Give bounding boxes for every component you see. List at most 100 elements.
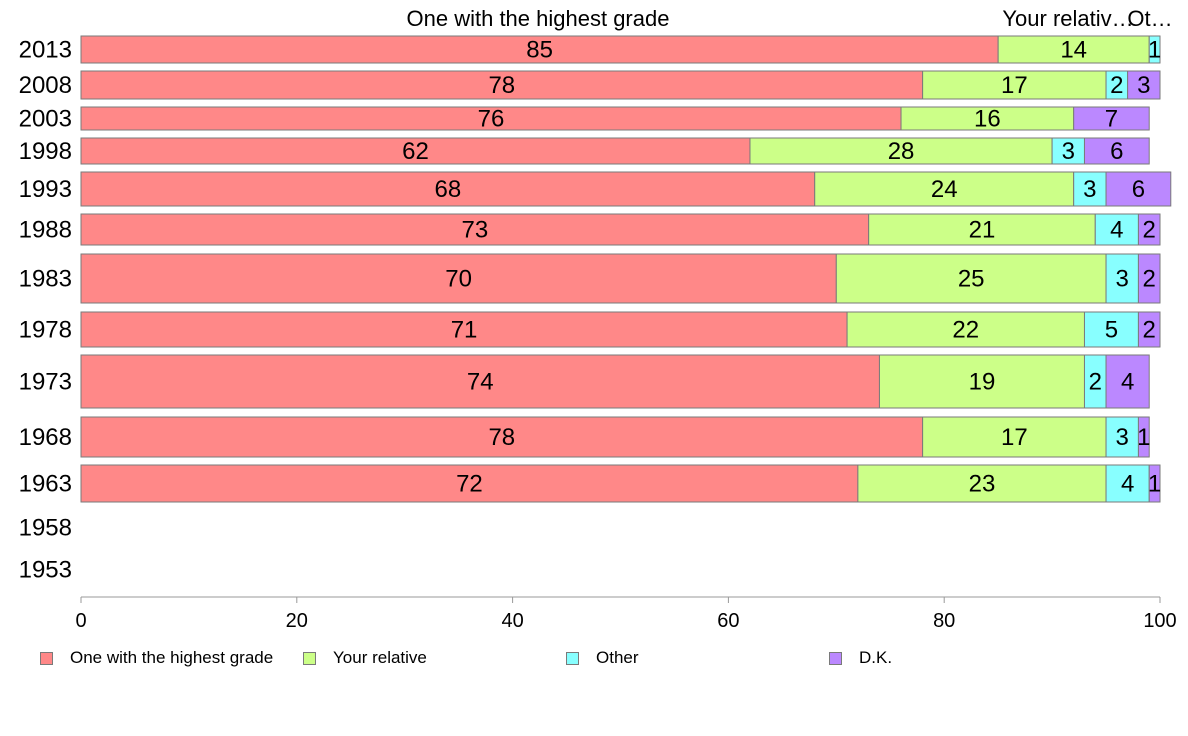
header-label: Your relativ… [1002,6,1133,31]
data-label: 78 [488,72,515,99]
bar-segment [1148,35,1161,64]
category-label: 1983 [19,266,72,293]
data-label: 17 [1001,72,1028,99]
legend-label-your-relative: Your relative [333,648,427,667]
header-label: One with the highest grade [407,6,670,31]
x-tick-label: 100 [1143,610,1176,632]
category-label: 1998 [19,138,72,165]
data-label: 4 [1121,471,1134,498]
data-label: 72 [456,471,483,498]
data-label: 62 [402,138,429,165]
data-label: 2 [1143,266,1156,293]
bar-segment [80,213,870,246]
bar-segment [80,354,880,409]
bar-segment [80,416,924,458]
data-label: 2 [1143,217,1156,244]
data-label: 21 [969,217,996,244]
category-label: 1988 [19,217,72,244]
bar-segment [1073,106,1150,131]
data-label: 16 [974,106,1001,133]
data-label: 23 [969,471,996,498]
bar-segment [80,35,999,64]
bar-segment [1094,213,1139,246]
data-label: 3 [1083,176,1096,203]
data-label: 74 [467,369,494,396]
bar-segment [1083,311,1139,348]
data-label: 22 [952,317,979,344]
bar-segment [749,137,1053,165]
bar-segment [922,416,1107,458]
legend-label-other: Other [596,648,639,667]
bar-segment [835,253,1107,304]
category-label: 1963 [19,471,72,498]
data-label: 19 [969,369,996,396]
x-tick-label: 0 [75,610,86,632]
legend-swatch-other [566,651,579,665]
data-label: 76 [478,106,505,133]
data-label: 2 [1089,369,1102,396]
bar-segment [1137,311,1161,348]
bar-segment [1127,70,1161,100]
data-label: 3 [1062,138,1075,165]
data-label: 25 [958,266,985,293]
header-label: Ot… [1127,6,1172,31]
data-label: 68 [435,176,462,203]
legend-item-other: Other [566,648,639,668]
data-label: 73 [461,217,488,244]
legend-label-highest-grade: One with the highest grade [70,648,274,667]
bar-segment [1105,464,1150,503]
data-label: 1 [1148,471,1161,498]
x-tick-label: 60 [717,610,739,632]
bar-segment [80,253,837,304]
bar-segment [1083,137,1150,165]
legend-swatch-your-relative [303,651,316,665]
category-label: 1968 [19,424,72,451]
category-label: 1973 [19,369,72,396]
bar-segment [1148,464,1161,503]
legend: One with the highest grade Your relative… [40,648,1160,672]
legend-item-highest-grade: One with the highest grade [40,648,273,668]
data-label: 7 [1105,106,1118,133]
data-label: 14 [1060,37,1087,64]
data-label: 4 [1110,217,1123,244]
legend-item-dk: D.K. [829,648,892,668]
data-label: 24 [931,176,958,203]
data-label: 3 [1116,424,1129,451]
category-label: 2003 [19,106,72,133]
data-label: 70 [445,266,472,293]
data-label: 4 [1121,369,1134,396]
category-label: 1958 [19,515,72,542]
data-label: 17 [1001,424,1028,451]
data-label: 5 [1105,317,1118,344]
x-tick-label: 20 [286,610,308,632]
data-label: 28 [888,138,915,165]
data-label: 6 [1132,176,1145,203]
data-label: 1 [1148,37,1161,64]
x-tick-label: 80 [933,610,955,632]
data-label: 2 [1110,72,1123,99]
category-label: 1953 [19,557,72,584]
data-label: 6 [1110,138,1123,165]
bar-segment [80,464,859,503]
category-label: 1978 [19,317,72,344]
bar-segment [1137,416,1150,458]
bar-segment [814,171,1075,207]
legend-swatch-dk [829,651,842,665]
bar-segment [997,35,1150,64]
bar-segment [1105,354,1150,409]
bar-segment [1137,213,1161,246]
data-label: 85 [526,37,553,64]
category-label: 2013 [19,37,72,64]
data-label: 1 [1137,424,1150,451]
legend-label-dk: D.K. [859,648,893,667]
bar-segment [1105,171,1172,207]
data-label: 2 [1143,317,1156,344]
bar-segment [1137,253,1161,304]
data-label: 78 [488,424,515,451]
bar-segment [878,354,1085,409]
category-label: 1993 [19,176,72,203]
data-label: 3 [1137,72,1150,99]
legend-item-your-relative: Your relative [303,648,427,668]
stacked-bar-chart: One with the highest grade Your relativ…O… [19,6,1177,632]
x-tick-label: 40 [501,610,523,632]
